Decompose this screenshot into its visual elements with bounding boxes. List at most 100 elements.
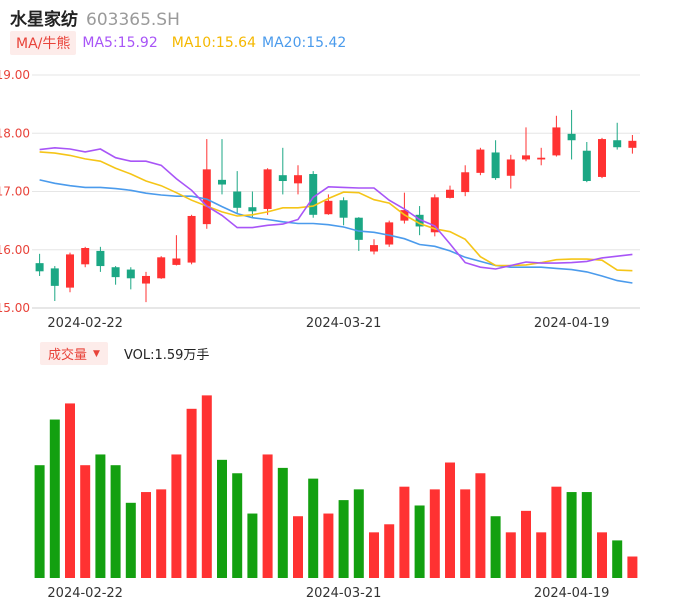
volume-bar — [156, 489, 167, 578]
volume-bar — [536, 532, 547, 578]
volume-bar — [95, 454, 106, 578]
ma5-label: MA5:15.92 — [82, 35, 158, 51]
volume-bar — [490, 516, 501, 578]
x-tick-label: 2024-02-22 — [47, 316, 123, 331]
volume-bar — [80, 465, 91, 578]
volume-bar — [566, 492, 577, 578]
candle-body — [613, 140, 622, 148]
candle-body — [248, 207, 257, 212]
candle-body — [294, 175, 302, 184]
candle-body — [582, 150, 591, 182]
volume-bar — [612, 540, 623, 578]
volume-bar — [141, 492, 151, 578]
volume-bar — [521, 510, 531, 578]
candle-body — [537, 157, 546, 160]
volume-bar — [429, 489, 440, 578]
volume-bar — [627, 556, 638, 578]
candle-body — [598, 139, 606, 177]
candle-body — [446, 189, 454, 198]
volume-indicator-label: 成交量 — [48, 348, 88, 363]
volume-bar — [445, 462, 455, 578]
volume-bar — [475, 473, 486, 578]
ma5-line — [39, 146, 633, 270]
candle-body — [522, 155, 530, 160]
candle-body — [187, 215, 196, 263]
volume-bar — [232, 473, 243, 578]
caret-down-icon: ▼ — [93, 348, 100, 359]
volume-bar — [551, 486, 562, 578]
candle-body — [461, 172, 470, 193]
x-tick-label: 2024-04-19 — [534, 316, 610, 331]
volume-bar — [460, 489, 471, 578]
candle-body — [430, 197, 439, 233]
volume-bar — [581, 492, 592, 578]
volume-bar — [65, 403, 75, 578]
volume-bar — [49, 419, 60, 578]
volume-bar — [597, 532, 607, 578]
candle-body — [263, 169, 272, 209]
candle-body — [552, 127, 561, 156]
candle-body — [142, 275, 150, 284]
stock-name: 水星家纺 — [10, 10, 78, 30]
volume-bar — [353, 489, 364, 578]
ma-toggle-button[interactable]: MA/牛熊 — [10, 31, 77, 55]
volume-bar — [308, 478, 319, 578]
volume-legend: 成交量 ▼ VOL:1.59万手 — [40, 342, 209, 365]
y-tick-label: 17.00 — [0, 185, 30, 199]
volume-bar — [338, 500, 349, 578]
volume-x-tick-label: 2024-02-22 — [47, 586, 123, 601]
candle-body — [628, 140, 637, 148]
y-tick-label: 18.00 — [0, 126, 30, 140]
candle-body — [339, 200, 348, 218]
volume-indicator-button[interactable]: 成交量 ▼ — [40, 342, 108, 365]
volume-bar — [201, 395, 212, 578]
candle-body — [157, 257, 166, 279]
candle-body — [370, 245, 378, 252]
stock-header: 水星家纺 603365.SH — [10, 5, 180, 30]
candle-body — [126, 269, 135, 279]
volume-bar — [293, 516, 303, 578]
volume-bar — [171, 454, 182, 578]
volume-value-label: VOL:1.59万手 — [123, 348, 210, 363]
volume-bar — [262, 454, 273, 578]
candle-body — [309, 174, 318, 215]
candle-body — [476, 149, 485, 173]
volume-bar — [277, 467, 288, 578]
candle-body — [324, 200, 333, 215]
volume-bar — [186, 408, 197, 578]
volume-bar — [323, 513, 334, 578]
y-tick-label: 16.00 — [0, 243, 30, 257]
volume-bar — [384, 524, 395, 578]
candle-body — [66, 254, 74, 288]
candle-body — [278, 175, 287, 182]
x-tick-label: 2024-03-21 — [306, 316, 382, 331]
candle-body — [35, 263, 44, 272]
candle-body — [233, 191, 242, 208]
candle-body — [415, 214, 424, 227]
candle-body — [491, 152, 500, 179]
volume-bar — [125, 502, 136, 578]
volume-bar — [110, 465, 121, 578]
candle-body — [202, 169, 211, 225]
candle-body — [354, 217, 363, 240]
volume-bar — [247, 513, 258, 578]
candle-body — [172, 258, 181, 265]
candle-body — [50, 268, 59, 286]
volume-x-tick-label: 2024-04-19 — [534, 586, 610, 601]
volume-x-tick-label: 2024-03-21 — [306, 586, 382, 601]
volume-bar — [369, 532, 379, 578]
candle-body — [96, 250, 105, 267]
candle-body — [506, 159, 515, 176]
ma10-label: MA10:15.64 — [171, 35, 257, 51]
volume-bar — [414, 505, 425, 578]
volume-bar — [399, 486, 410, 578]
volume-bar — [505, 532, 516, 578]
candle-body — [218, 179, 226, 185]
candle-body — [385, 222, 394, 245]
y-tick-label: 19.00 — [0, 68, 30, 82]
volume-bar — [217, 459, 227, 578]
candle-body — [81, 248, 90, 265]
ma10-line — [39, 151, 633, 272]
ma20-line — [39, 179, 633, 284]
